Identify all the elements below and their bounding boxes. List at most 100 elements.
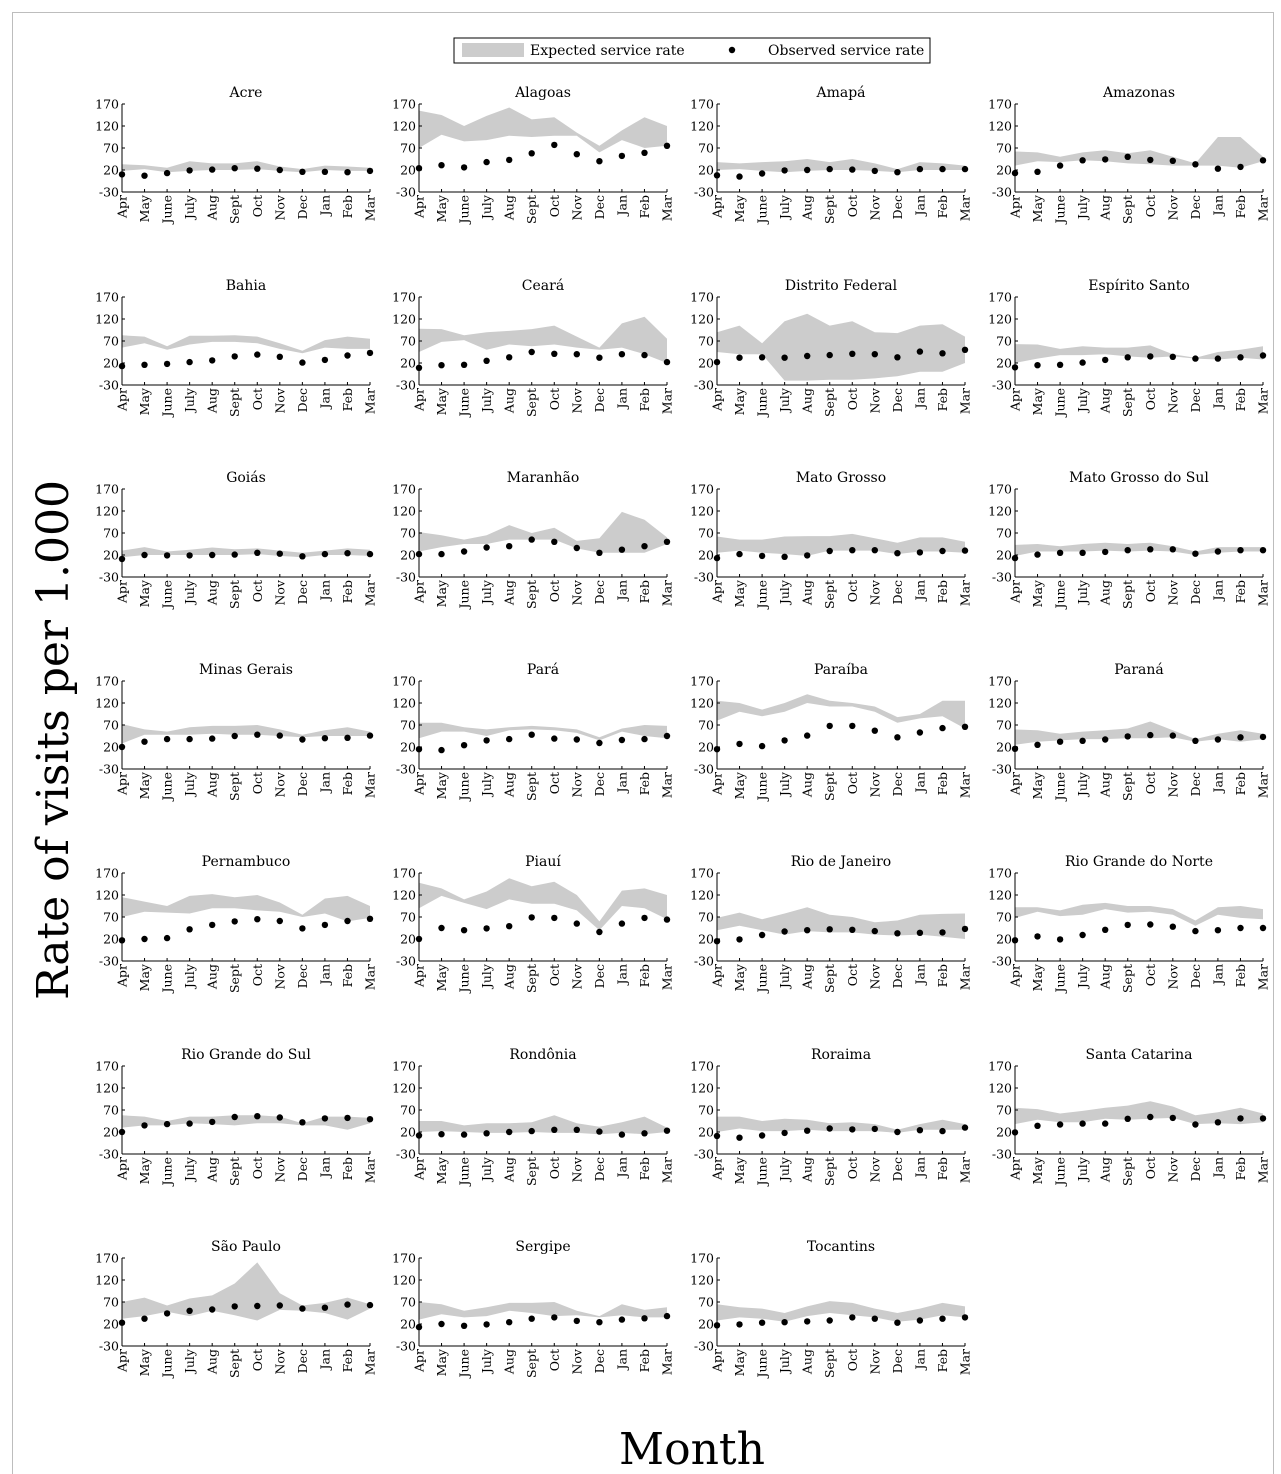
observed-point xyxy=(1124,1115,1131,1123)
observed-point xyxy=(1259,733,1267,741)
x-tick-label: Mar xyxy=(363,388,378,414)
observed-point xyxy=(596,928,603,936)
x-tick-label: Feb xyxy=(637,1349,652,1372)
observed-point xyxy=(186,926,193,933)
observed-point xyxy=(758,1319,766,1326)
observed-point xyxy=(663,916,671,923)
x-tick-label: Feb xyxy=(935,388,950,411)
observed-point xyxy=(254,549,261,556)
x-tick-label: June xyxy=(160,964,175,995)
x-tick-label: Aug xyxy=(800,1349,815,1375)
observed-point xyxy=(663,538,671,545)
x-tick-label: July xyxy=(479,579,494,606)
observed-point xyxy=(1214,355,1222,362)
observed-point xyxy=(804,1318,811,1325)
observed-point xyxy=(663,358,671,366)
x-tick-label: July xyxy=(1075,387,1090,414)
y-tick-label: 70 xyxy=(400,526,416,541)
observed-point xyxy=(894,734,901,741)
x-tick-label: Dec xyxy=(1188,1157,1203,1181)
observed-point xyxy=(1169,923,1177,930)
x-tick-label: Mar xyxy=(660,772,675,798)
y-tick-label: 170 xyxy=(392,674,416,689)
observed-point xyxy=(804,352,811,360)
x-tick-label: Oct xyxy=(547,964,562,986)
observed-point xyxy=(736,1321,743,1328)
observed-point xyxy=(939,350,946,357)
observed-point xyxy=(209,357,216,364)
observed-point xyxy=(276,1302,283,1309)
x-tick-label: Oct xyxy=(1143,1157,1158,1179)
x-tick-label: Jan xyxy=(614,1157,629,1180)
observed-point xyxy=(916,729,924,736)
observed-point xyxy=(276,550,283,557)
observed-point xyxy=(916,1127,924,1134)
x-tick-label: Oct xyxy=(250,580,265,602)
y-tick-label: 170 xyxy=(392,97,416,112)
y-tick-label: 70 xyxy=(400,1103,416,1118)
observed-point xyxy=(321,168,329,175)
y-tick-label: 170 xyxy=(95,674,119,689)
observed-point xyxy=(1214,1119,1222,1126)
y-tick-label: 170 xyxy=(95,866,119,881)
x-tick-label: Sept xyxy=(227,1349,242,1378)
x-tick-label: July xyxy=(1075,1156,1090,1183)
x-tick-label: Dec xyxy=(295,1157,310,1181)
observed-point xyxy=(916,165,924,173)
y-tick-label: 20 xyxy=(996,932,1012,947)
observed-point xyxy=(483,925,490,932)
observed-point xyxy=(736,1134,743,1141)
observed-point xyxy=(573,1317,580,1325)
observed-point xyxy=(916,1317,924,1324)
y-tick-label: 20 xyxy=(103,1125,119,1140)
panel-title: Pernambuco xyxy=(202,854,291,870)
x-tick-label: Oct xyxy=(547,1349,562,1371)
observed-point xyxy=(871,727,878,734)
observed-point xyxy=(321,1115,329,1122)
y-tick-label: 20 xyxy=(698,548,714,563)
y-tick-label: -30 xyxy=(992,1147,1012,1162)
x-tick-label: Sept xyxy=(1120,1157,1135,1186)
observed-point xyxy=(804,552,811,559)
x-tick-label: Dec xyxy=(592,772,607,796)
legend-box xyxy=(453,37,931,64)
observed-point xyxy=(961,925,969,933)
y-tick-label: 170 xyxy=(95,97,119,112)
observed-point xyxy=(321,921,329,929)
observed-point xyxy=(736,550,743,558)
x-tick-label: Sept xyxy=(227,195,242,224)
x-tick-label: Apr xyxy=(412,772,427,796)
x-tick-label: July xyxy=(1075,579,1090,606)
y-tick-label: 120 xyxy=(392,119,416,134)
observed-point xyxy=(618,736,626,744)
observed-point xyxy=(415,364,423,371)
observed-point xyxy=(849,166,856,173)
x-tick-label: Aug xyxy=(205,1349,220,1375)
observed-point xyxy=(713,172,721,179)
observed-point xyxy=(1056,1121,1064,1128)
x-tick-label: Sept xyxy=(227,1157,242,1186)
x-tick-label: Apr xyxy=(115,772,130,796)
figure-frame xyxy=(12,12,1274,1474)
observed-point xyxy=(916,549,924,556)
observed-point xyxy=(1192,161,1199,168)
x-tick-label: Jan xyxy=(317,388,332,411)
y-tick-label: 170 xyxy=(988,97,1012,112)
x-tick-label: Mar xyxy=(660,964,675,990)
x-tick-label: June xyxy=(755,580,770,611)
y-tick-label: 70 xyxy=(698,1103,714,1118)
observed-point xyxy=(641,1130,648,1137)
x-tick-label: Jan xyxy=(317,964,332,987)
expected-rate-band xyxy=(122,161,370,173)
x-tick-label: Feb xyxy=(637,195,652,218)
x-tick-label: Dec xyxy=(1188,388,1203,412)
observed-point xyxy=(1169,546,1177,553)
x-tick-label: Nov xyxy=(272,579,287,605)
x-tick-label: Oct xyxy=(547,195,562,217)
observed-point xyxy=(276,732,283,739)
observed-point xyxy=(871,351,878,358)
